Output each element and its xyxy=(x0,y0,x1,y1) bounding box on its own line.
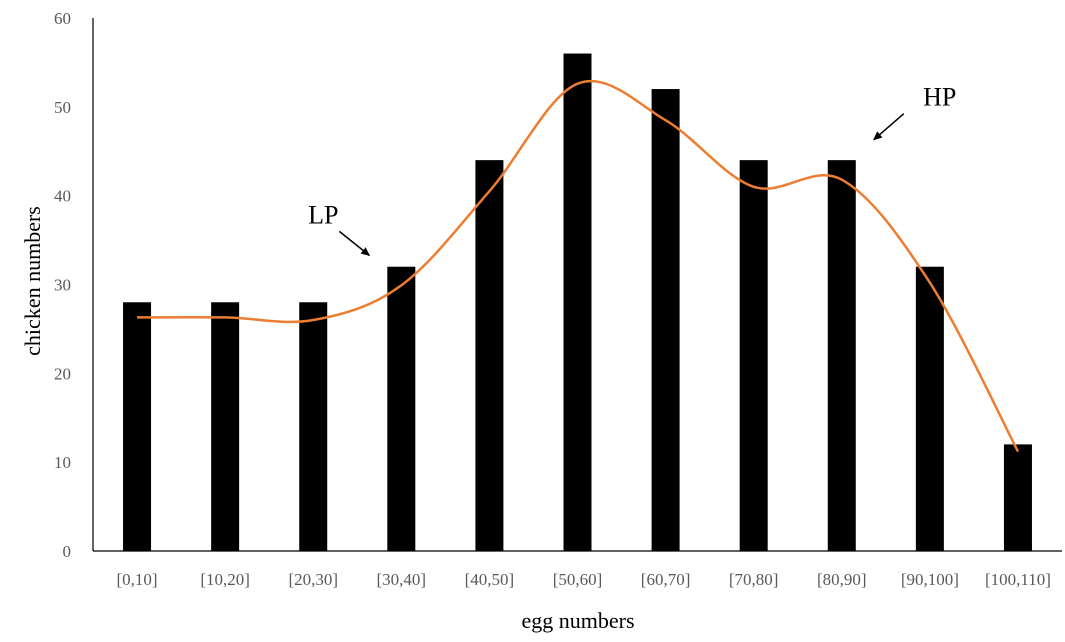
x-tick-labels: [0,10] [10,20] [20,30] [30,40] [40,50] [50,60… xyxy=(117,570,1051,589)
overlay-text: chicken numbers xyxy=(571,232,590,348)
trend-line xyxy=(136,79,1020,453)
x-axis-title: egg numbers xyxy=(521,608,634,633)
bar-6 xyxy=(651,89,680,552)
y-tick-label-2: 20 xyxy=(54,364,71,383)
annotations: LP HP xyxy=(308,83,956,257)
annotation-lp-arrow xyxy=(338,230,371,257)
bar-5 xyxy=(563,53,592,552)
y-tick-label-4: 40 xyxy=(54,187,71,206)
bar-1 xyxy=(211,302,240,551)
x-tick-label-5: [50,60] xyxy=(553,570,603,589)
axes xyxy=(92,18,1062,552)
y-tick-label-3: 30 xyxy=(54,276,71,295)
bar-3 xyxy=(387,266,416,551)
x-tick-label-10: [100,110] xyxy=(985,570,1051,589)
annotation-lp: LP xyxy=(308,200,338,229)
x-tick-label-1: [10,20] xyxy=(200,570,250,589)
y-axis-title: chicken numbers xyxy=(20,206,45,356)
annotation-hp: HP xyxy=(923,83,956,112)
y-tick-label-6: 60 xyxy=(54,9,71,28)
bar-10 xyxy=(1003,444,1032,551)
bar-8 xyxy=(827,160,856,551)
x-tick-label-9: [90,100] xyxy=(901,570,959,589)
x-tick-label-7: [70,80] xyxy=(729,570,779,589)
y-tick-label-0: 0 xyxy=(63,542,72,561)
bars xyxy=(123,53,1032,552)
bar-2 xyxy=(299,302,328,551)
y-tick-labels: 0 10 20 30 40 50 60 xyxy=(54,9,71,561)
bar-7 xyxy=(739,160,768,551)
bar-4 xyxy=(475,160,504,551)
x-tick-label-3: [30,40] xyxy=(377,570,427,589)
annotation-hp-arrow xyxy=(873,113,905,141)
x-tick-label-4: [40,50] xyxy=(465,570,515,589)
y-tick-label-5: 50 xyxy=(54,98,71,117)
y-tick-label-1: 10 xyxy=(54,453,71,472)
x-tick-label-8: [80,90] xyxy=(817,570,867,589)
x-tick-label-6: [60,70] xyxy=(641,570,691,589)
x-tick-label-2: [20,30] xyxy=(288,570,338,589)
x-tick-label-0: [0,10] xyxy=(117,570,158,589)
bar-9 xyxy=(915,266,944,551)
bar-0 xyxy=(123,302,152,551)
